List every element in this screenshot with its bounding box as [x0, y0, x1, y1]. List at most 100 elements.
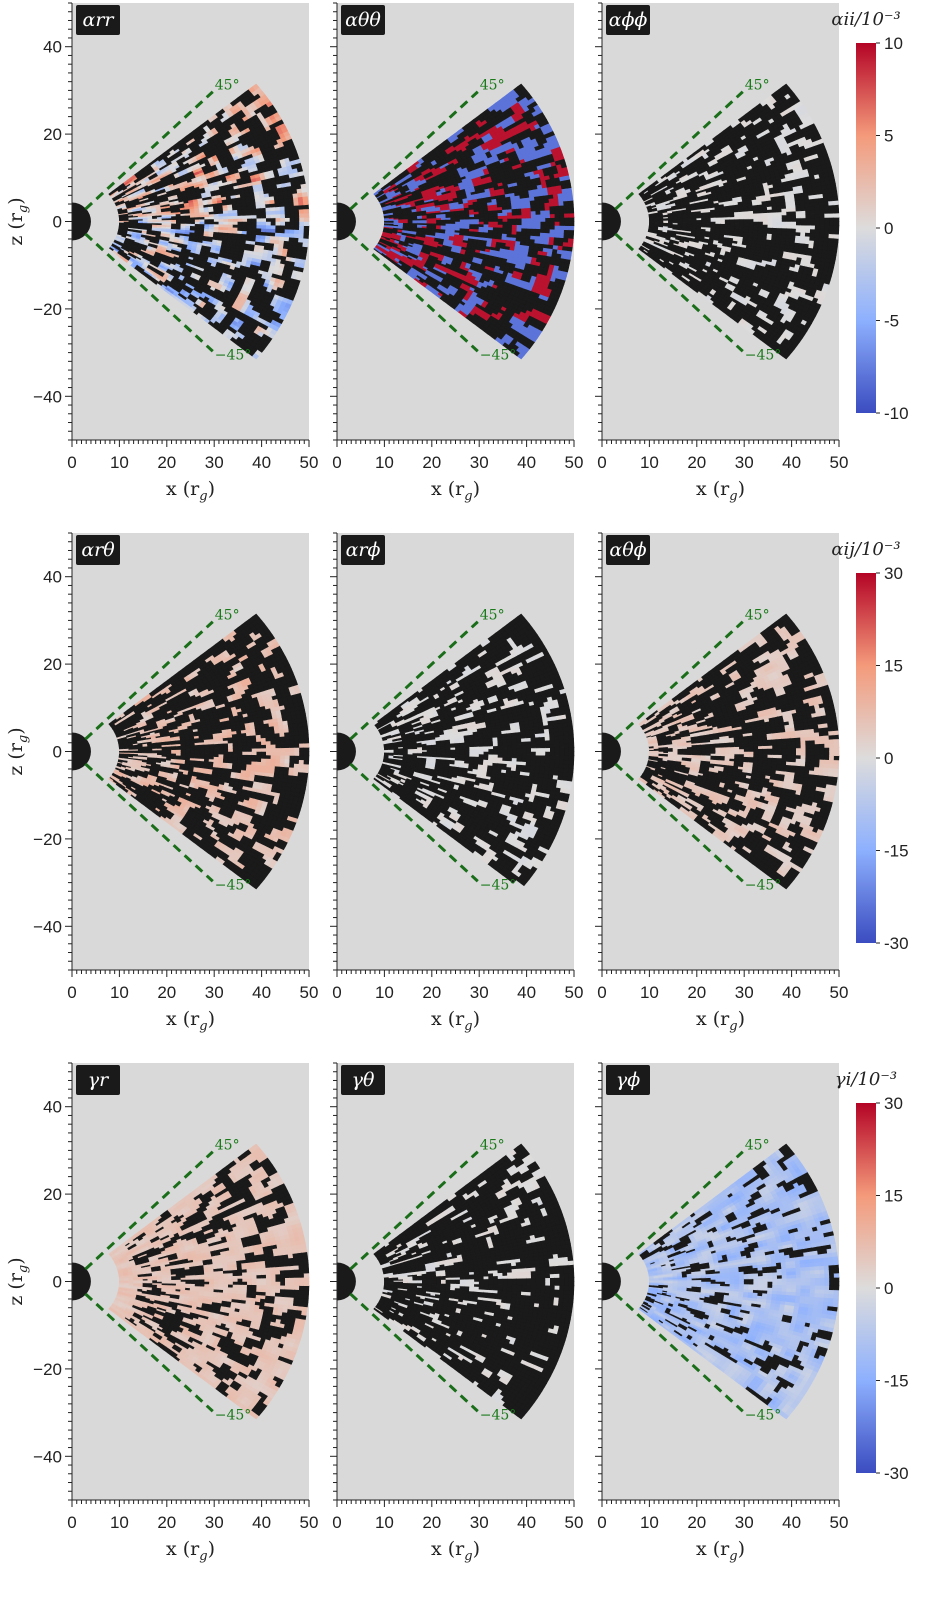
- field-cell: [517, 222, 522, 225]
- x-tick-label: 50: [300, 453, 319, 472]
- field-cell: [219, 227, 224, 230]
- field-cell: [300, 217, 305, 221]
- field-cell: [252, 225, 257, 228]
- field-cell: [280, 214, 285, 218]
- field-cell: [304, 205, 309, 210]
- field-cell: [493, 222, 498, 225]
- field-cell: [247, 222, 252, 225]
- field-cell: [303, 238, 308, 243]
- field-cell: [242, 212, 247, 215]
- field-cell: [261, 211, 266, 215]
- field-cell: [214, 219, 219, 222]
- x-tick-label: 40: [252, 453, 271, 472]
- field-cell: [456, 222, 461, 224]
- field-cell: [285, 229, 290, 233]
- field-cell: [294, 205, 299, 209]
- field-cell: [238, 227, 243, 230]
- field-cell: [242, 231, 247, 234]
- field-cell: [233, 230, 238, 233]
- field-cell: [512, 222, 517, 225]
- field-cell: [276, 222, 281, 226]
- y-axis-label-close: ): [5, 197, 27, 204]
- field-cell: [262, 218, 267, 222]
- field-cell: [517, 215, 522, 218]
- field-cell: [451, 222, 456, 224]
- field-cell: [271, 207, 276, 211]
- field-cell: [233, 227, 238, 230]
- field-cell: [484, 224, 489, 227]
- field-cell: [517, 225, 522, 228]
- field-cell: [266, 232, 271, 236]
- field-cell: [298, 238, 303, 243]
- field-cell: [489, 224, 494, 227]
- field-cell: [238, 222, 243, 225]
- field-cell: [294, 234, 299, 238]
- field-cell: [503, 218, 508, 221]
- field-cell: [271, 232, 276, 236]
- field-cell: [285, 206, 290, 210]
- field-cell: [498, 230, 503, 233]
- field-cell: [238, 225, 243, 228]
- field-cell: [181, 224, 186, 226]
- field-cell: [205, 222, 210, 225]
- field-cell: [257, 222, 262, 225]
- field-cell: [508, 215, 513, 218]
- field-cell: [233, 222, 238, 225]
- field-cell: [247, 225, 252, 228]
- field-cell: [470, 226, 475, 229]
- field-cell: [275, 207, 280, 211]
- field-cell: [479, 224, 484, 227]
- field-cell: [517, 218, 522, 221]
- field-cell: [303, 200, 308, 205]
- field-cell: [285, 222, 290, 226]
- field-cell: [507, 212, 512, 215]
- field-cell: [295, 226, 300, 230]
- field-cell: [289, 206, 294, 210]
- field-cell: [289, 241, 294, 245]
- field-cell: [302, 246, 307, 251]
- y-tick-label: 0: [53, 213, 62, 232]
- field-cell: [233, 219, 238, 222]
- field-cell: [289, 233, 294, 237]
- field-cell: [275, 233, 280, 237]
- field-cell: [266, 211, 271, 215]
- field-cell: [271, 214, 276, 218]
- field-cell: [209, 219, 214, 222]
- field-cell: [299, 205, 304, 209]
- field-cell: [271, 229, 276, 233]
- y-tick-label: −20: [33, 300, 62, 319]
- field-cell: [522, 228, 527, 232]
- field-cell: [275, 236, 280, 240]
- field-cell: [512, 215, 517, 218]
- field-cell: [503, 225, 508, 228]
- field-cell: [299, 234, 304, 238]
- field-cell: [484, 222, 489, 225]
- field-cell: [508, 218, 513, 221]
- x-axis-label-sub: g: [199, 489, 207, 504]
- field-cell: [280, 210, 285, 214]
- field-cell: [294, 209, 299, 213]
- field-cell: [247, 218, 252, 221]
- field-cell: [507, 228, 512, 231]
- field-cell: [304, 217, 309, 221]
- x-tick-label: 0: [67, 453, 76, 472]
- field-cell: [285, 210, 290, 214]
- field-cell: [271, 225, 276, 229]
- field-cell: [200, 222, 205, 224]
- y-tick-label: −40: [33, 387, 62, 406]
- field-cell: [247, 215, 252, 218]
- field-cell: [276, 225, 281, 229]
- field-cell: [299, 213, 304, 217]
- x-tick-label: 30: [205, 453, 224, 472]
- field-cell: [294, 238, 299, 242]
- field-cell: [280, 225, 285, 229]
- field-cell: [508, 222, 513, 225]
- field-cell: [290, 225, 295, 229]
- field-cell: [512, 225, 517, 228]
- field-cell: [489, 222, 494, 225]
- field-cell: [304, 222, 309, 226]
- field-cell: [298, 242, 303, 247]
- field-cell: [290, 222, 295, 226]
- field-cell: [460, 222, 465, 224]
